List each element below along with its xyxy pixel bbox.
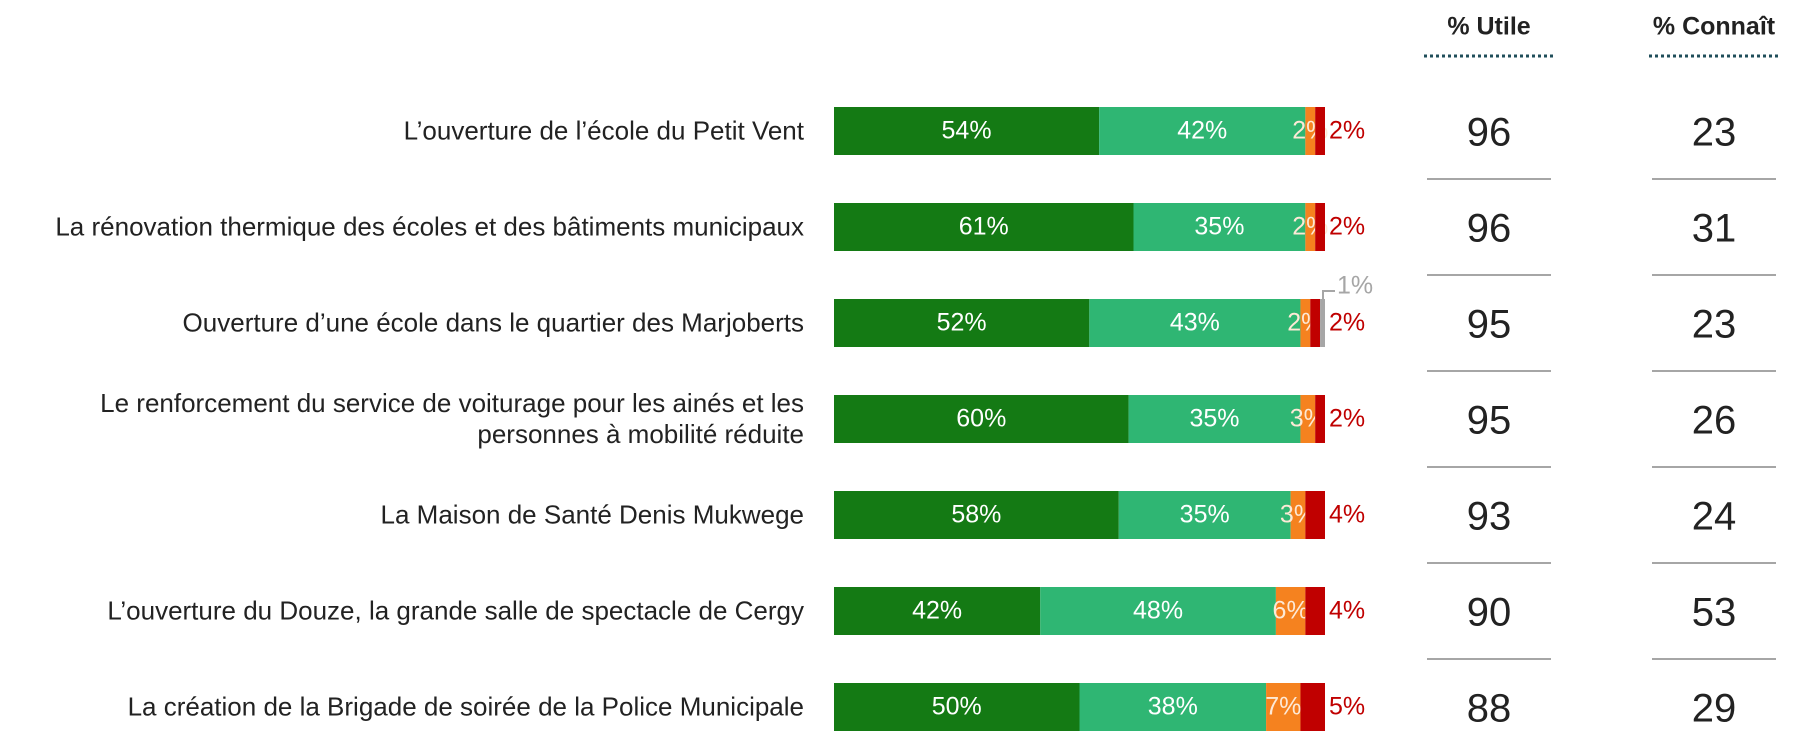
bar-segment [1300, 683, 1325, 731]
column-value: 23 [1692, 111, 1737, 155]
bar-segment [1099, 107, 1306, 155]
bar-segment [1305, 107, 1316, 155]
bar-segment [834, 299, 1090, 347]
value-label: 2% [1329, 117, 1365, 145]
value-label: 35% [1190, 405, 1240, 433]
column-header: % Utile [1447, 13, 1530, 41]
bar-segment [834, 107, 1100, 155]
value-label: 52% [937, 309, 987, 337]
label-leader [1322, 290, 1335, 345]
value-label: 48% [1133, 597, 1183, 625]
column-value: 96 [1467, 207, 1512, 251]
value-label: 35% [1194, 213, 1244, 241]
bar-segment [1300, 299, 1311, 347]
value-label: 7% [1265, 693, 1301, 721]
column-value: 26 [1692, 399, 1737, 443]
bar-segment [1133, 203, 1306, 251]
bar-segment [834, 587, 1041, 635]
column-value: 23 [1692, 303, 1737, 347]
bar-segment [1305, 203, 1316, 251]
value-label: 4% [1329, 501, 1365, 529]
value-label: 50% [932, 693, 982, 721]
category-label: Ouverture d’une école dans le quartier d… [182, 307, 804, 338]
column-value: 31 [1692, 207, 1737, 251]
value-label: 2% [1329, 213, 1365, 241]
bar-segment [1266, 683, 1301, 731]
value-label: 2% [1329, 309, 1365, 337]
column-value: 24 [1692, 495, 1737, 539]
bar-segment [1128, 395, 1301, 443]
column-value: 96 [1467, 111, 1512, 155]
bar-segment [1079, 683, 1267, 731]
bar-segment [1315, 395, 1325, 443]
category-label: La rénovation thermique des écoles et de… [55, 211, 804, 242]
bar-segment [1040, 587, 1276, 635]
bar-segment [1315, 203, 1325, 251]
category-label: L’ouverture du Douze, la grande salle de… [107, 595, 804, 626]
column-value: 53 [1692, 591, 1737, 635]
value-label: 5% [1329, 693, 1365, 721]
column-value: 93 [1467, 495, 1512, 539]
value-label: 54% [942, 117, 992, 145]
value-label: 35% [1180, 501, 1230, 529]
value-label: 61% [959, 213, 1009, 241]
bar-segment [1310, 299, 1321, 347]
value-label: 2% [1329, 405, 1365, 433]
value-label: 43% [1170, 309, 1220, 337]
bar-segment [834, 395, 1129, 443]
bar-segment [1275, 587, 1306, 635]
bar-segment [1300, 395, 1316, 443]
value-label: 1% [1337, 272, 1373, 300]
value-label: 6% [1273, 597, 1309, 625]
value-label: 58% [951, 501, 1001, 529]
value-label: 42% [1177, 117, 1227, 145]
bar-segment [1118, 491, 1291, 539]
column-value: 95 [1467, 399, 1512, 443]
bar-segment [1305, 587, 1325, 635]
bar-segment [1315, 107, 1325, 155]
value-label: 38% [1148, 693, 1198, 721]
bar-segment [834, 203, 1134, 251]
bar-segment [834, 683, 1080, 731]
value-label: 42% [912, 597, 962, 625]
bar-segment [834, 491, 1119, 539]
value-label: 4% [1329, 597, 1365, 625]
column-value: 29 [1692, 687, 1737, 731]
category-label: Le renforcement du service de voiturage … [100, 388, 804, 449]
bar-segment [1290, 491, 1306, 539]
column-value: 95 [1467, 303, 1512, 347]
column-value: 90 [1467, 591, 1512, 635]
category-label: La création de la Brigade de soirée de l… [127, 691, 804, 722]
value-label: 60% [956, 405, 1006, 433]
category-label: L’ouverture de l’école du Petit Vent [403, 115, 804, 146]
category-label: La Maison de Santé Denis Mukwege [380, 499, 804, 530]
column-value: 88 [1467, 687, 1512, 731]
bar-segment [1089, 299, 1301, 347]
bar-segment [1305, 491, 1325, 539]
column-header: % Connaît [1653, 13, 1776, 41]
